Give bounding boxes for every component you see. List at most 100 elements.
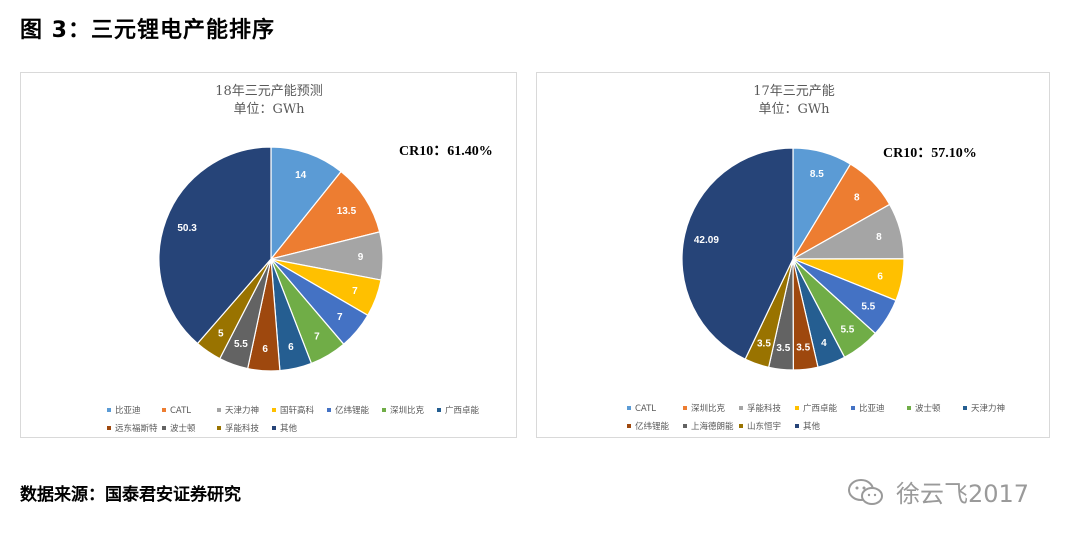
chart-title: 18年三元产能预测 bbox=[215, 84, 323, 99]
legend-item: 山东恒宇 bbox=[739, 421, 781, 432]
legend-item: 波士顿 bbox=[907, 403, 941, 414]
legend-swatch bbox=[851, 406, 855, 410]
legend-label: 亿纬锂能 bbox=[335, 405, 370, 416]
slice-data-label: 3.5 bbox=[776, 343, 790, 354]
legend-label: 亿纬锂能 bbox=[635, 421, 670, 432]
legend-item: 波士顿 bbox=[162, 423, 196, 434]
legend-item: 深圳比克 bbox=[382, 405, 425, 416]
legend-item: 广西卓能 bbox=[795, 403, 838, 414]
legend-swatch bbox=[382, 408, 386, 412]
chart-title: 17年三元产能 bbox=[753, 84, 835, 99]
legend-swatch bbox=[162, 426, 166, 430]
slice-data-label: 9 bbox=[358, 252, 364, 263]
legend-item: 其他 bbox=[272, 423, 298, 434]
slice-data-label: 8 bbox=[876, 232, 882, 243]
legend-swatch bbox=[272, 408, 276, 412]
slice-data-label: 14 bbox=[295, 170, 307, 181]
watermark-text: 徐云飞2017 bbox=[896, 480, 1030, 508]
pie-slices bbox=[158, 146, 384, 372]
chart-panel-2017: 17年三元产能 单位：GWh CR10：57.10% 8.5 8 8 6 5.5 5.5 4… bbox=[536, 72, 1050, 438]
legend-swatch bbox=[795, 406, 799, 410]
legend-item: 上海德朗能 bbox=[683, 421, 734, 432]
slice-data-label: 7 bbox=[314, 331, 320, 342]
slice-data-label: 7 bbox=[337, 312, 343, 323]
legend-label: 广西卓能 bbox=[445, 405, 480, 416]
legend-swatch bbox=[627, 424, 631, 428]
pie-slice bbox=[269, 170, 381, 261]
legend-swatch bbox=[907, 406, 911, 410]
legend-label: 波士顿 bbox=[170, 423, 196, 434]
watermark: 徐云飞2017 bbox=[846, 474, 1029, 509]
slice-data-label: 4 bbox=[821, 338, 827, 349]
slice-data-label: 5.5 bbox=[861, 302, 875, 313]
legend-swatch bbox=[683, 424, 687, 428]
cr10-annotation: CR10：61.40% bbox=[399, 144, 493, 159]
legend-label: 上海德朗能 bbox=[691, 421, 734, 432]
legend-label: CATL bbox=[170, 406, 191, 416]
slice-data-label: 6 bbox=[288, 342, 294, 353]
legend-label: 山东恒宇 bbox=[747, 421, 781, 432]
legend-item: CATL bbox=[627, 404, 656, 414]
legend-label: 其他 bbox=[280, 423, 298, 434]
legend-swatch bbox=[162, 408, 166, 412]
legend-swatch bbox=[107, 408, 111, 412]
legend-swatch bbox=[217, 426, 221, 430]
slice-data-label: 6 bbox=[877, 271, 883, 282]
legend-item: 天津力神 bbox=[963, 403, 1005, 414]
legend-item: 亿纬锂能 bbox=[327, 405, 370, 416]
legend-label: 其他 bbox=[803, 421, 821, 432]
wechat-icon bbox=[848, 478, 883, 505]
legend-item: 天津力神 bbox=[217, 405, 259, 416]
pie-chart-2017: 17年三元产能 单位：GWh CR10：57.10% 8.5 8 8 6 5.5 5.5 4… bbox=[627, 84, 1005, 432]
legend-label: 远东福斯特 bbox=[115, 423, 158, 434]
pie-chart-2018: 18年三元产能预测 单位：GWh CR10：61.40% 14 13.5 9 7 7 7 6… bbox=[107, 84, 493, 434]
legend-item: 广西卓能 bbox=[437, 405, 480, 416]
legend-swatch bbox=[963, 406, 967, 410]
slice-data-label: 5.5 bbox=[840, 325, 854, 336]
slice-data-label: 7 bbox=[352, 286, 358, 297]
slice-data-label: 5 bbox=[218, 329, 224, 340]
legend-swatch bbox=[272, 426, 276, 430]
slice-data-label: 5.5 bbox=[234, 339, 248, 350]
legend-label: 孚能科技 bbox=[747, 403, 782, 414]
legend-label: 比亚迪 bbox=[859, 403, 885, 414]
legend-label: 深圳比克 bbox=[691, 403, 726, 414]
legend-item: 亿纬锂能 bbox=[627, 421, 670, 432]
legend-item: 孚能科技 bbox=[217, 423, 260, 434]
legend-label: 比亚迪 bbox=[115, 405, 141, 416]
pie-slice bbox=[681, 147, 794, 360]
slice-data-label: 8.5 bbox=[810, 169, 824, 180]
legend-item: 深圳比克 bbox=[683, 403, 726, 414]
legend-swatch bbox=[739, 424, 743, 428]
legend-swatch bbox=[627, 406, 631, 410]
legend-label: CATL bbox=[635, 404, 656, 414]
slice-data-label: 50.3 bbox=[177, 223, 197, 234]
legend-swatch bbox=[217, 408, 221, 412]
legend-swatch bbox=[683, 406, 687, 410]
cr10-annotation: CR10：57.10% bbox=[883, 146, 977, 161]
legend-label: 天津力神 bbox=[971, 403, 1005, 414]
legend-swatch bbox=[107, 426, 111, 430]
figure-title: 图 3：三元锂电产能排序 bbox=[20, 18, 275, 43]
legend-swatch bbox=[739, 406, 743, 410]
pie-data-labels: 14 13.5 9 7 7 7 6 6 5.5 5 50.3 bbox=[177, 170, 363, 355]
slice-data-label: 8 bbox=[854, 193, 860, 204]
legend-label: 波士顿 bbox=[915, 403, 941, 414]
legend-item: 比亚迪 bbox=[851, 403, 885, 414]
legend-label: 孚能科技 bbox=[225, 423, 260, 434]
legend-item: CATL bbox=[162, 406, 191, 416]
pie-data-labels: 8.5 8 8 6 5.5 5.5 4 3.5 3.5 3.5 42.09 bbox=[694, 169, 884, 354]
legend-label: 国轩高科 bbox=[280, 405, 315, 416]
legend-item: 其他 bbox=[795, 421, 821, 432]
source-note: 数据来源：国泰君安证券研究 bbox=[20, 485, 241, 505]
legend-item: 孚能科技 bbox=[739, 403, 782, 414]
slice-data-label: 13.5 bbox=[337, 206, 357, 217]
legend-item: 远东福斯特 bbox=[107, 423, 158, 434]
legend-label: 广西卓能 bbox=[803, 403, 838, 414]
slice-data-label: 6 bbox=[262, 344, 268, 355]
chart-panel-2018: 18年三元产能预测 单位：GWh CR10：61.40% 14 13.5 9 7 7 7 6… bbox=[20, 72, 517, 438]
legend-item: 比亚迪 bbox=[107, 405, 141, 416]
pie-slice bbox=[158, 146, 272, 345]
